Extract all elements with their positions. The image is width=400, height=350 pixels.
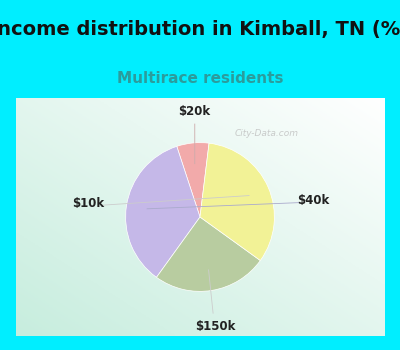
Text: $40k: $40k xyxy=(297,194,329,207)
Wedge shape xyxy=(126,146,200,277)
Wedge shape xyxy=(156,217,260,291)
Wedge shape xyxy=(200,143,274,260)
Text: City-Data.com: City-Data.com xyxy=(235,129,299,138)
Wedge shape xyxy=(177,143,209,217)
Text: $10k: $10k xyxy=(72,197,104,210)
Text: $150k: $150k xyxy=(195,320,235,333)
Text: Multirace residents: Multirace residents xyxy=(117,71,283,86)
Text: Income distribution in Kimball, TN (%): Income distribution in Kimball, TN (%) xyxy=(0,20,400,39)
Text: $20k: $20k xyxy=(178,105,210,118)
